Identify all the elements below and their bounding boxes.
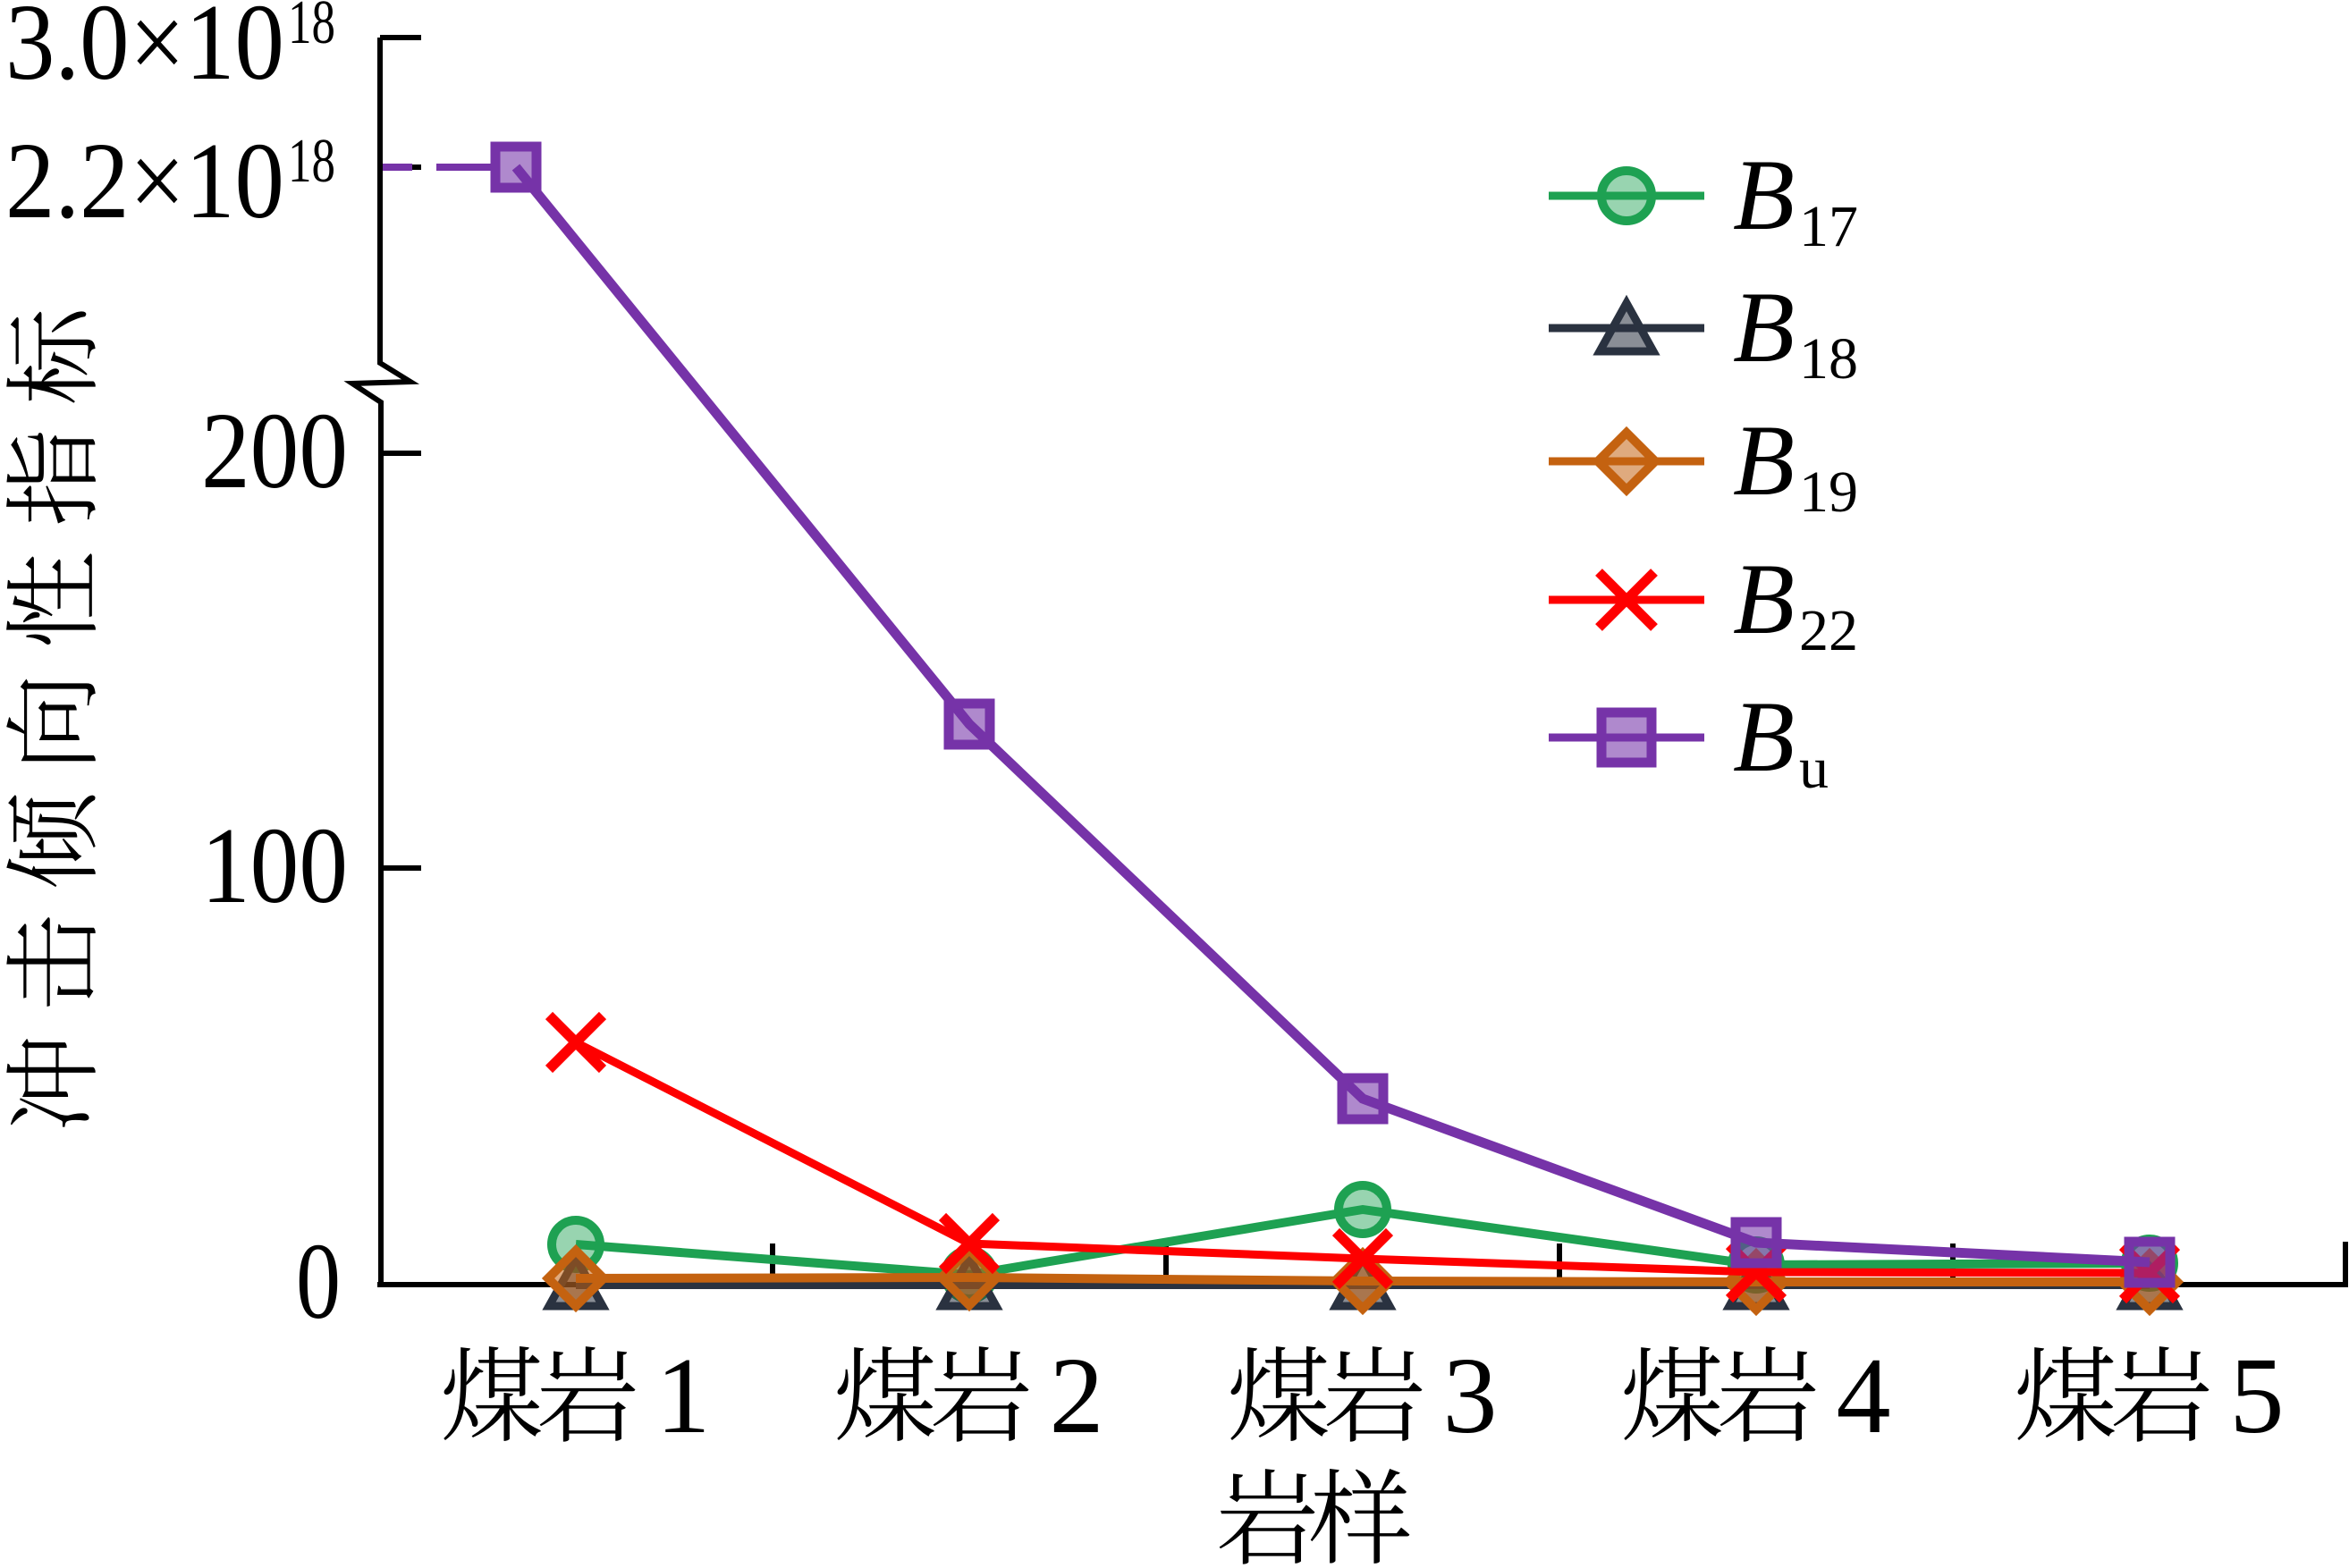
svg-text:B: B xyxy=(1733,544,1795,655)
svg-text:0: 0 xyxy=(296,1221,341,1342)
svg-text:5: 5 xyxy=(2230,1336,2285,1456)
svg-text:17: 17 xyxy=(1799,194,1858,259)
svg-text:18: 18 xyxy=(288,127,335,196)
svg-text:3: 3 xyxy=(1443,1336,1498,1456)
svg-text:1: 1 xyxy=(656,1336,711,1456)
svg-text:2.2×10: 2.2×10 xyxy=(5,121,284,241)
svg-text:B: B xyxy=(1733,139,1795,251)
svg-text:3.0×10: 3.0×10 xyxy=(5,0,284,103)
svg-text:B: B xyxy=(1733,272,1795,384)
svg-text:18: 18 xyxy=(288,0,335,57)
svg-text:22: 22 xyxy=(1799,598,1858,663)
svg-text:4: 4 xyxy=(1837,1336,1891,1456)
svg-text:B: B xyxy=(1733,405,1795,517)
svg-text:200: 200 xyxy=(201,391,348,511)
svg-text:u: u xyxy=(1799,736,1829,801)
svg-text:2: 2 xyxy=(1050,1336,1104,1456)
svg-text:100: 100 xyxy=(201,805,348,926)
svg-text:18: 18 xyxy=(1799,326,1858,392)
svg-text:B: B xyxy=(1733,681,1795,793)
svg-text:19: 19 xyxy=(1799,459,1858,525)
